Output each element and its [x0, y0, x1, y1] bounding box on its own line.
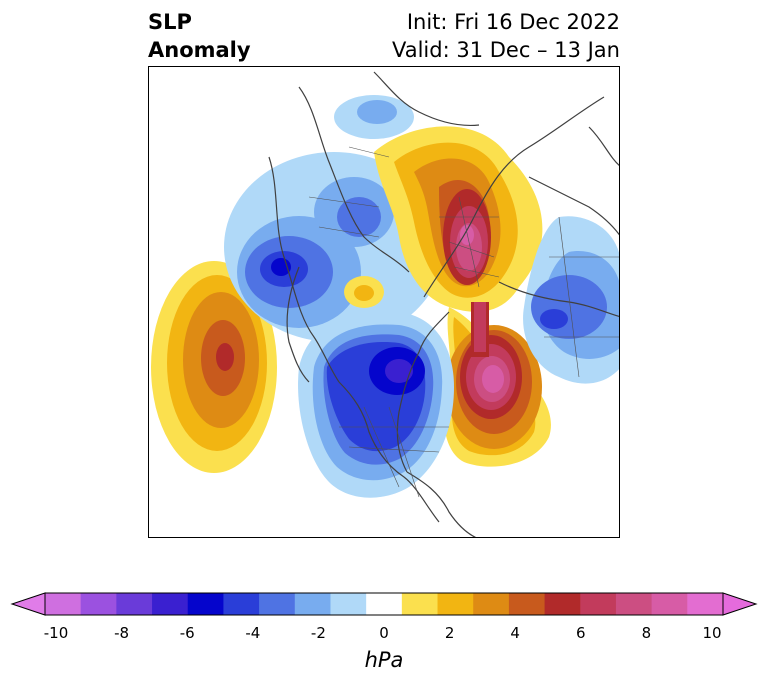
coastlines	[268, 71, 619, 537]
colorbar-tick-label: 4	[510, 624, 520, 642]
colorbar-swatch	[80, 593, 117, 615]
colorbar-tick-label: 6	[576, 624, 586, 642]
colorbar-tick-label: -6	[179, 624, 195, 642]
colorbar-swatch	[473, 593, 510, 615]
colorbar-swatch	[437, 593, 474, 615]
colorbar-swatch	[330, 593, 367, 615]
atlantic-high-anomaly	[444, 302, 551, 467]
pacific-high-anomaly	[151, 261, 277, 473]
colorbar-swatch	[116, 593, 153, 615]
colorbar-swatch	[187, 593, 224, 615]
colorbar-extend-low	[10, 592, 46, 616]
colorbar-tick-label: 10	[702, 624, 722, 642]
colorbar-border	[44, 592, 724, 616]
colorbar-unit-label: hPa	[364, 648, 404, 672]
colorbar	[10, 590, 758, 622]
colorbar-swatch	[580, 593, 617, 615]
colorbar-swatch	[651, 593, 688, 615]
colorbar-swatch	[401, 593, 439, 615]
colorbar-swatch	[294, 593, 331, 615]
map-title: SLP Anomaly	[148, 8, 251, 64]
title-line-1: SLP	[148, 10, 192, 34]
country-borders	[308, 146, 619, 498]
init-date: Init: Fri 16 Dec 2022	[406, 10, 620, 34]
colorbar-scale	[10, 592, 758, 616]
colorbar-swatch	[615, 593, 653, 615]
north-america-low-anomaly	[298, 311, 454, 498]
forecast-dates: Init: Fri 16 Dec 2022 Valid: 31 Dec – 13…	[392, 8, 620, 64]
colorbar-tick-label: -2	[310, 624, 326, 642]
colorbar-extend-high	[722, 592, 758, 616]
colorbar-tick-label: 8	[641, 624, 652, 642]
anomaly-map	[151, 71, 619, 537]
colorbar-tick-label: 2	[444, 624, 455, 642]
colorbar-tick-label: -8	[114, 624, 130, 642]
colorbar-swatch	[544, 593, 581, 615]
colorbar-tick-label: -4	[245, 624, 261, 642]
colorbar-swatch	[508, 593, 546, 615]
colorbar-tick-label: -10	[43, 624, 69, 642]
colorbar-swatch	[687, 593, 724, 615]
map-panel	[148, 66, 620, 538]
colorbar-swatch	[223, 593, 260, 615]
colorbar-swatch	[366, 593, 403, 615]
colorbar-swatch	[259, 593, 296, 615]
colorbar-swatch	[152, 593, 189, 615]
siberia-low-anomaly	[523, 216, 619, 384]
valid-dates: Valid: 31 Dec – 13 Jan	[391, 38, 620, 62]
bering-low-anomaly	[224, 95, 444, 342]
colorbar-swatch	[45, 593, 82, 615]
colorbar-tick-label: 0	[379, 624, 389, 642]
title-line-2: Anomaly	[148, 38, 251, 62]
small-positive-patch	[344, 276, 384, 308]
